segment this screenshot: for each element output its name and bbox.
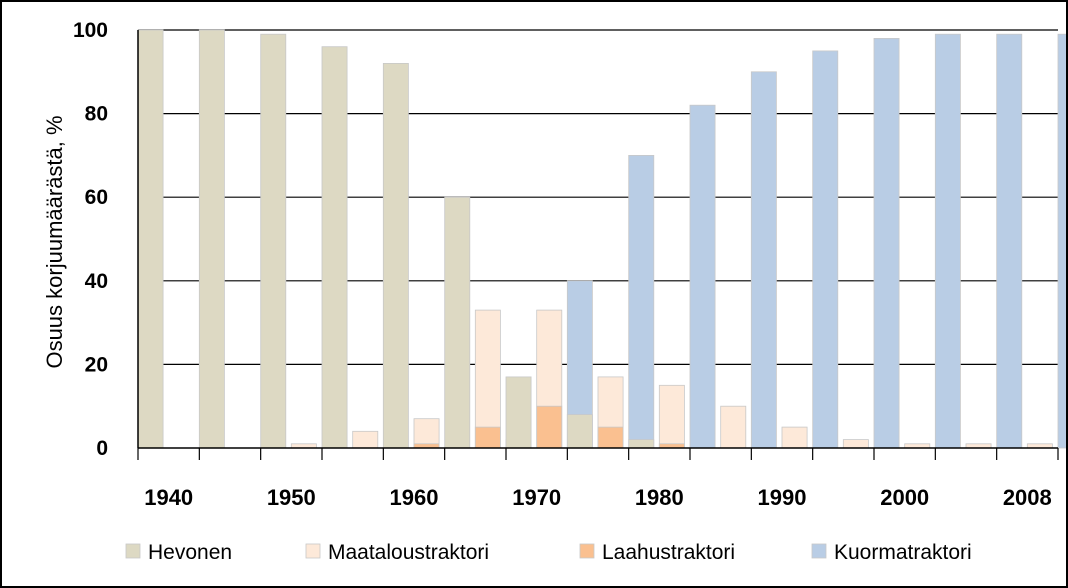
bar-kuormatraktori-2000 — [934, 33, 961, 449]
x-tick-label: 1940 — [144, 485, 193, 510]
bar-hevonen-1970 — [505, 376, 532, 449]
bar-hevonen-1940 — [137, 29, 164, 449]
bar-maataloustraktori-1965 — [474, 309, 501, 449]
y-tick-label: 20 — [85, 353, 108, 376]
bar-kuormatraktori-1995 — [873, 38, 900, 449]
bar-hevonen-1955 — [321, 46, 348, 449]
bars — [137, 29, 1066, 449]
x-tick-label: 1990 — [758, 485, 807, 510]
bar-maataloustraktori-1995 — [842, 439, 869, 449]
legend-swatch — [125, 543, 141, 559]
legend-item-hevonen: Hevonen — [125, 541, 232, 564]
bar-hevonen-1965 — [444, 196, 471, 449]
x-tick-label: 1960 — [390, 485, 439, 510]
bar-maataloustraktori-1990 — [781, 426, 808, 449]
gridlines — [138, 29, 1058, 365]
legend-swatch — [811, 543, 827, 559]
bar-kuormatraktori-2008 — [1057, 33, 1066, 449]
y-tick-label: 60 — [85, 186, 108, 209]
legend: Hevonen Maataloustraktori Laahustraktori Ku… — [125, 541, 972, 564]
bar-maataloustraktori-1980 — [658, 384, 685, 449]
bar-kuormatraktori-1980 — [689, 104, 716, 449]
legend-label: Laahustraktori — [602, 541, 735, 564]
bar-hevonen-1950 — [260, 33, 287, 449]
legend-swatch — [579, 543, 595, 559]
bar-maataloustraktori-1960 — [413, 418, 440, 449]
x-tick-label: 1970 — [512, 485, 561, 510]
x-tick-label: 2008 — [1003, 485, 1052, 510]
bar-laahustraktori-1975 — [597, 426, 624, 449]
y-tick-label: 100 — [73, 19, 108, 42]
bar-kuormatraktori-2005 — [996, 33, 1023, 449]
bar-laahustraktori-1965 — [474, 426, 501, 449]
x-tick-label: 1950 — [267, 485, 316, 510]
y-axis-label: Osuus korjuumäärästä, % — [42, 115, 67, 368]
bar-laahustraktori-1970 — [536, 405, 563, 449]
y-tick-labels: 0 20 40 60 80 100 — [73, 19, 108, 460]
bar-hevonen-1975 — [566, 414, 593, 449]
legend-item-maataloustraktori: Maataloustraktori — [305, 541, 489, 564]
legend-label: Hevonen — [148, 541, 232, 564]
legend-label: Kuormatraktori — [834, 541, 972, 564]
bar-hevonen-1960 — [382, 63, 409, 449]
bar-maataloustraktori-1955 — [352, 430, 379, 449]
legend-label: Maataloustraktori — [328, 541, 489, 564]
y-tick-label: 80 — [85, 103, 108, 126]
bar-hevonen-1945 — [198, 29, 225, 449]
bar-kuormatraktori-1975 — [628, 154, 655, 449]
bar-kuormatraktori-1985 — [750, 71, 777, 449]
bar-hevonen-1980 — [628, 439, 655, 449]
y-tick-label: 0 — [96, 437, 108, 460]
bar-kuormatraktori-1990 — [812, 50, 839, 449]
legend-item-kuormatraktori: Kuormatraktori — [811, 541, 972, 564]
x-tick-label: 1980 — [635, 485, 684, 510]
bar-maataloustraktori-1985 — [720, 405, 747, 449]
y-tick-label: 40 — [85, 270, 108, 293]
axes — [137, 30, 1059, 460]
x-tick-labels: 1940 1950 1960 1970 1980 1990 2000 2008 — [144, 485, 1052, 510]
legend-swatch — [305, 543, 321, 559]
x-tick-label: 2000 — [880, 485, 929, 510]
legend-item-laahustraktori: Laahustraktori — [579, 541, 735, 564]
